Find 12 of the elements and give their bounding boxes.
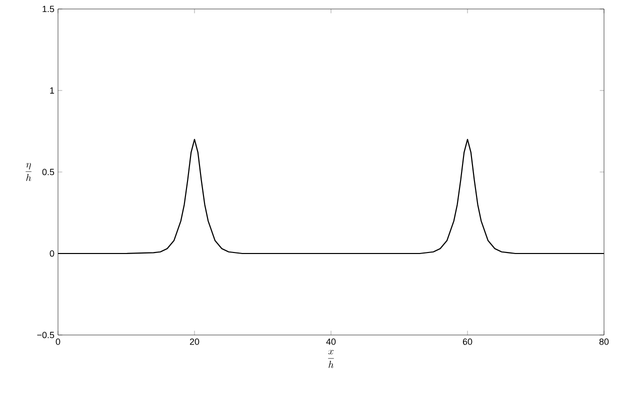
y-axis-title: $\frac{\eta}{h}$ <box>26 162 32 182</box>
y-tick-label: −0.5 <box>37 332 54 338</box>
y-tick-label: 1 <box>50 87 54 94</box>
x-tick-label: 20 <box>190 338 200 345</box>
x-tick-label: 0 <box>56 338 60 345</box>
y-tick-label: 0.5 <box>42 168 54 176</box>
x-tick-label: 60 <box>462 338 472 345</box>
y-tick-label: 0 <box>50 250 54 257</box>
x-tick-label: 80 <box>599 338 609 345</box>
y-tick-label: 1.5 <box>42 6 54 12</box>
x-axis-title: $\frac{x}{h}$ <box>328 350 334 368</box>
x-tick-label: 40 <box>326 338 336 345</box>
